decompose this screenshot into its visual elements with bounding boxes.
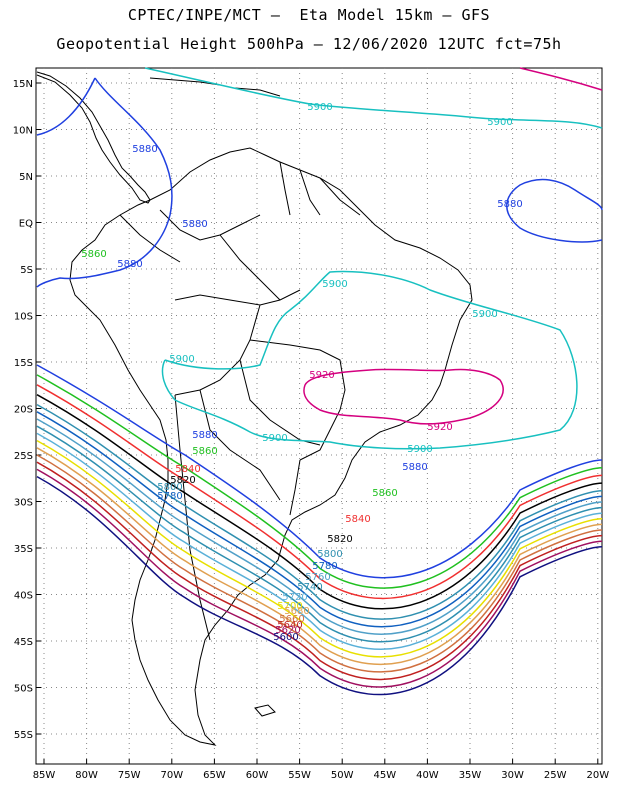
contour-5640-south [36, 461, 603, 681]
lon-tick-label: 85W [33, 770, 56, 781]
lat-tick-label: 5S [20, 265, 33, 276]
contour-5920-high [303, 368, 504, 425]
contour-label-5760: 5760 [305, 572, 330, 583]
lat-tick-label: 15S [14, 358, 33, 369]
contour-label-5900: 5900 [169, 354, 194, 365]
contour-label-5800: 5800 [317, 549, 342, 560]
contour-label-5700: 5700 [277, 601, 302, 612]
lat-tick-label: 40S [14, 591, 33, 602]
contour-5840-south [36, 384, 603, 600]
lon-tick-label: 80W [75, 770, 98, 781]
contour-label-5900: 5900 [262, 433, 287, 444]
contour-5900-central [161, 270, 578, 450]
contour-label-5900: 5900 [472, 309, 497, 320]
contour-label-5860: 5860 [372, 488, 397, 499]
contour-label-5860: 5860 [192, 446, 217, 457]
chart-subtitle: Geopotential Height 500hPa – 12/06/2020 … [56, 35, 562, 53]
lat-tick-label: 15N [13, 79, 33, 90]
lon-tick-label: 30W [501, 770, 524, 781]
lat-tick-label: 45S [14, 637, 33, 648]
lon-tick-label: 70W [160, 770, 183, 781]
contour-label-5880: 5880 [402, 462, 427, 473]
contour-5740-south [36, 425, 603, 643]
lat-tick-label: 5N [19, 172, 33, 183]
contour-label-5720: 5720 [282, 592, 307, 603]
contour-5860-south [36, 374, 603, 589]
chart-title: CPTEC/INPE/MCT – Eta Model 15km – GFS [127, 6, 491, 24]
lat-tick-label: 10N [13, 126, 33, 137]
lat-tick-label: 50S [14, 684, 33, 695]
contour-5920-ne [519, 67, 603, 91]
contour-5880-east [506, 178, 603, 243]
contour-label-5900: 5900 [487, 117, 512, 128]
contour-5660-south [36, 454, 603, 673]
contour-labels: 5900 5900 5880 5880 5880 5880 5860 5900 5900 5900… [81, 102, 522, 643]
map-frame [35, 67, 603, 765]
lon-tick-label: 45W [373, 770, 396, 781]
lon-tick-label: 55W [288, 770, 311, 781]
lon-tick-label: 25W [544, 770, 567, 781]
contour-label-5780: 5780 [312, 561, 337, 572]
contour-5680-south [36, 447, 603, 666]
contour-label-5740: 5740 [297, 582, 322, 593]
contour-5900-north [144, 67, 603, 129]
contour-5700-south [36, 439, 603, 658]
lat-tick-label: 30S [14, 498, 33, 509]
contour-label-5880: 5880 [192, 430, 217, 441]
lat-tick-label: 20S [14, 405, 33, 416]
lat-tick-label: 35S [14, 544, 33, 555]
lon-tick-label: 65W [203, 770, 226, 781]
contour-5720-south [36, 432, 603, 650]
contour-5880-south [36, 364, 603, 579]
contour-label-5660: 5660 [279, 614, 304, 625]
contour-label-5800: 5800 [157, 482, 182, 493]
lon-tick-label: 50W [331, 770, 354, 781]
lon-tick-label: 40W [416, 770, 439, 781]
contour-5600-south [36, 475, 603, 696]
contour-5880-north [36, 77, 173, 288]
contour-label-5900: 5900 [407, 444, 432, 455]
contour-label-5620: 5620 [275, 625, 300, 636]
contour-5780-south [36, 411, 603, 628]
lat-tick-label: 25S [14, 451, 33, 462]
contour-label-5820: 5820 [327, 534, 352, 545]
contour-label-5680: 5680 [284, 606, 309, 617]
contour-label-5820: 5820 [170, 475, 195, 486]
contour-label-5900: 5900 [307, 102, 332, 113]
contour-label-5900: 5900 [322, 279, 347, 290]
lat-tick-label: 10S [14, 312, 33, 323]
contour-5800-south [36, 403, 603, 620]
lat-tick-label: 55S [14, 730, 33, 741]
contour-5760-south [36, 418, 603, 635]
lon-tick-label: 35W [459, 770, 482, 781]
contour-label-5780: 5780 [157, 491, 182, 502]
contour-label-5840: 5840 [175, 464, 200, 475]
contour-5820-south [36, 394, 603, 610]
contour-label-5840: 5840 [345, 514, 370, 525]
contour-label-5920: 5920 [309, 370, 334, 381]
contour-label-5860: 5860 [81, 249, 106, 260]
lon-tick-label: 20W [586, 770, 609, 781]
contour-label-5880: 5880 [117, 259, 142, 270]
contour-label-5600: 5600 [273, 632, 298, 643]
contour-label-5880: 5880 [497, 199, 522, 210]
contour-5620-south [36, 468, 603, 688]
contour-lines [36, 67, 603, 696]
lon-tick-label: 60W [246, 770, 269, 781]
contour-label-5880: 5880 [182, 219, 207, 230]
axis-ticks: 15N 10N 5N EQ 5S 10S 15S 20S 25S 30S 35S 40S 45S 50S 5… [13, 79, 609, 781]
contour-label-5640: 5640 [277, 620, 302, 631]
contour-label-5880: 5880 [132, 144, 157, 155]
lon-tick-label: 75W [118, 770, 141, 781]
lat-tick-label: EQ [19, 219, 33, 230]
contour-label-5920: 5920 [427, 422, 452, 433]
